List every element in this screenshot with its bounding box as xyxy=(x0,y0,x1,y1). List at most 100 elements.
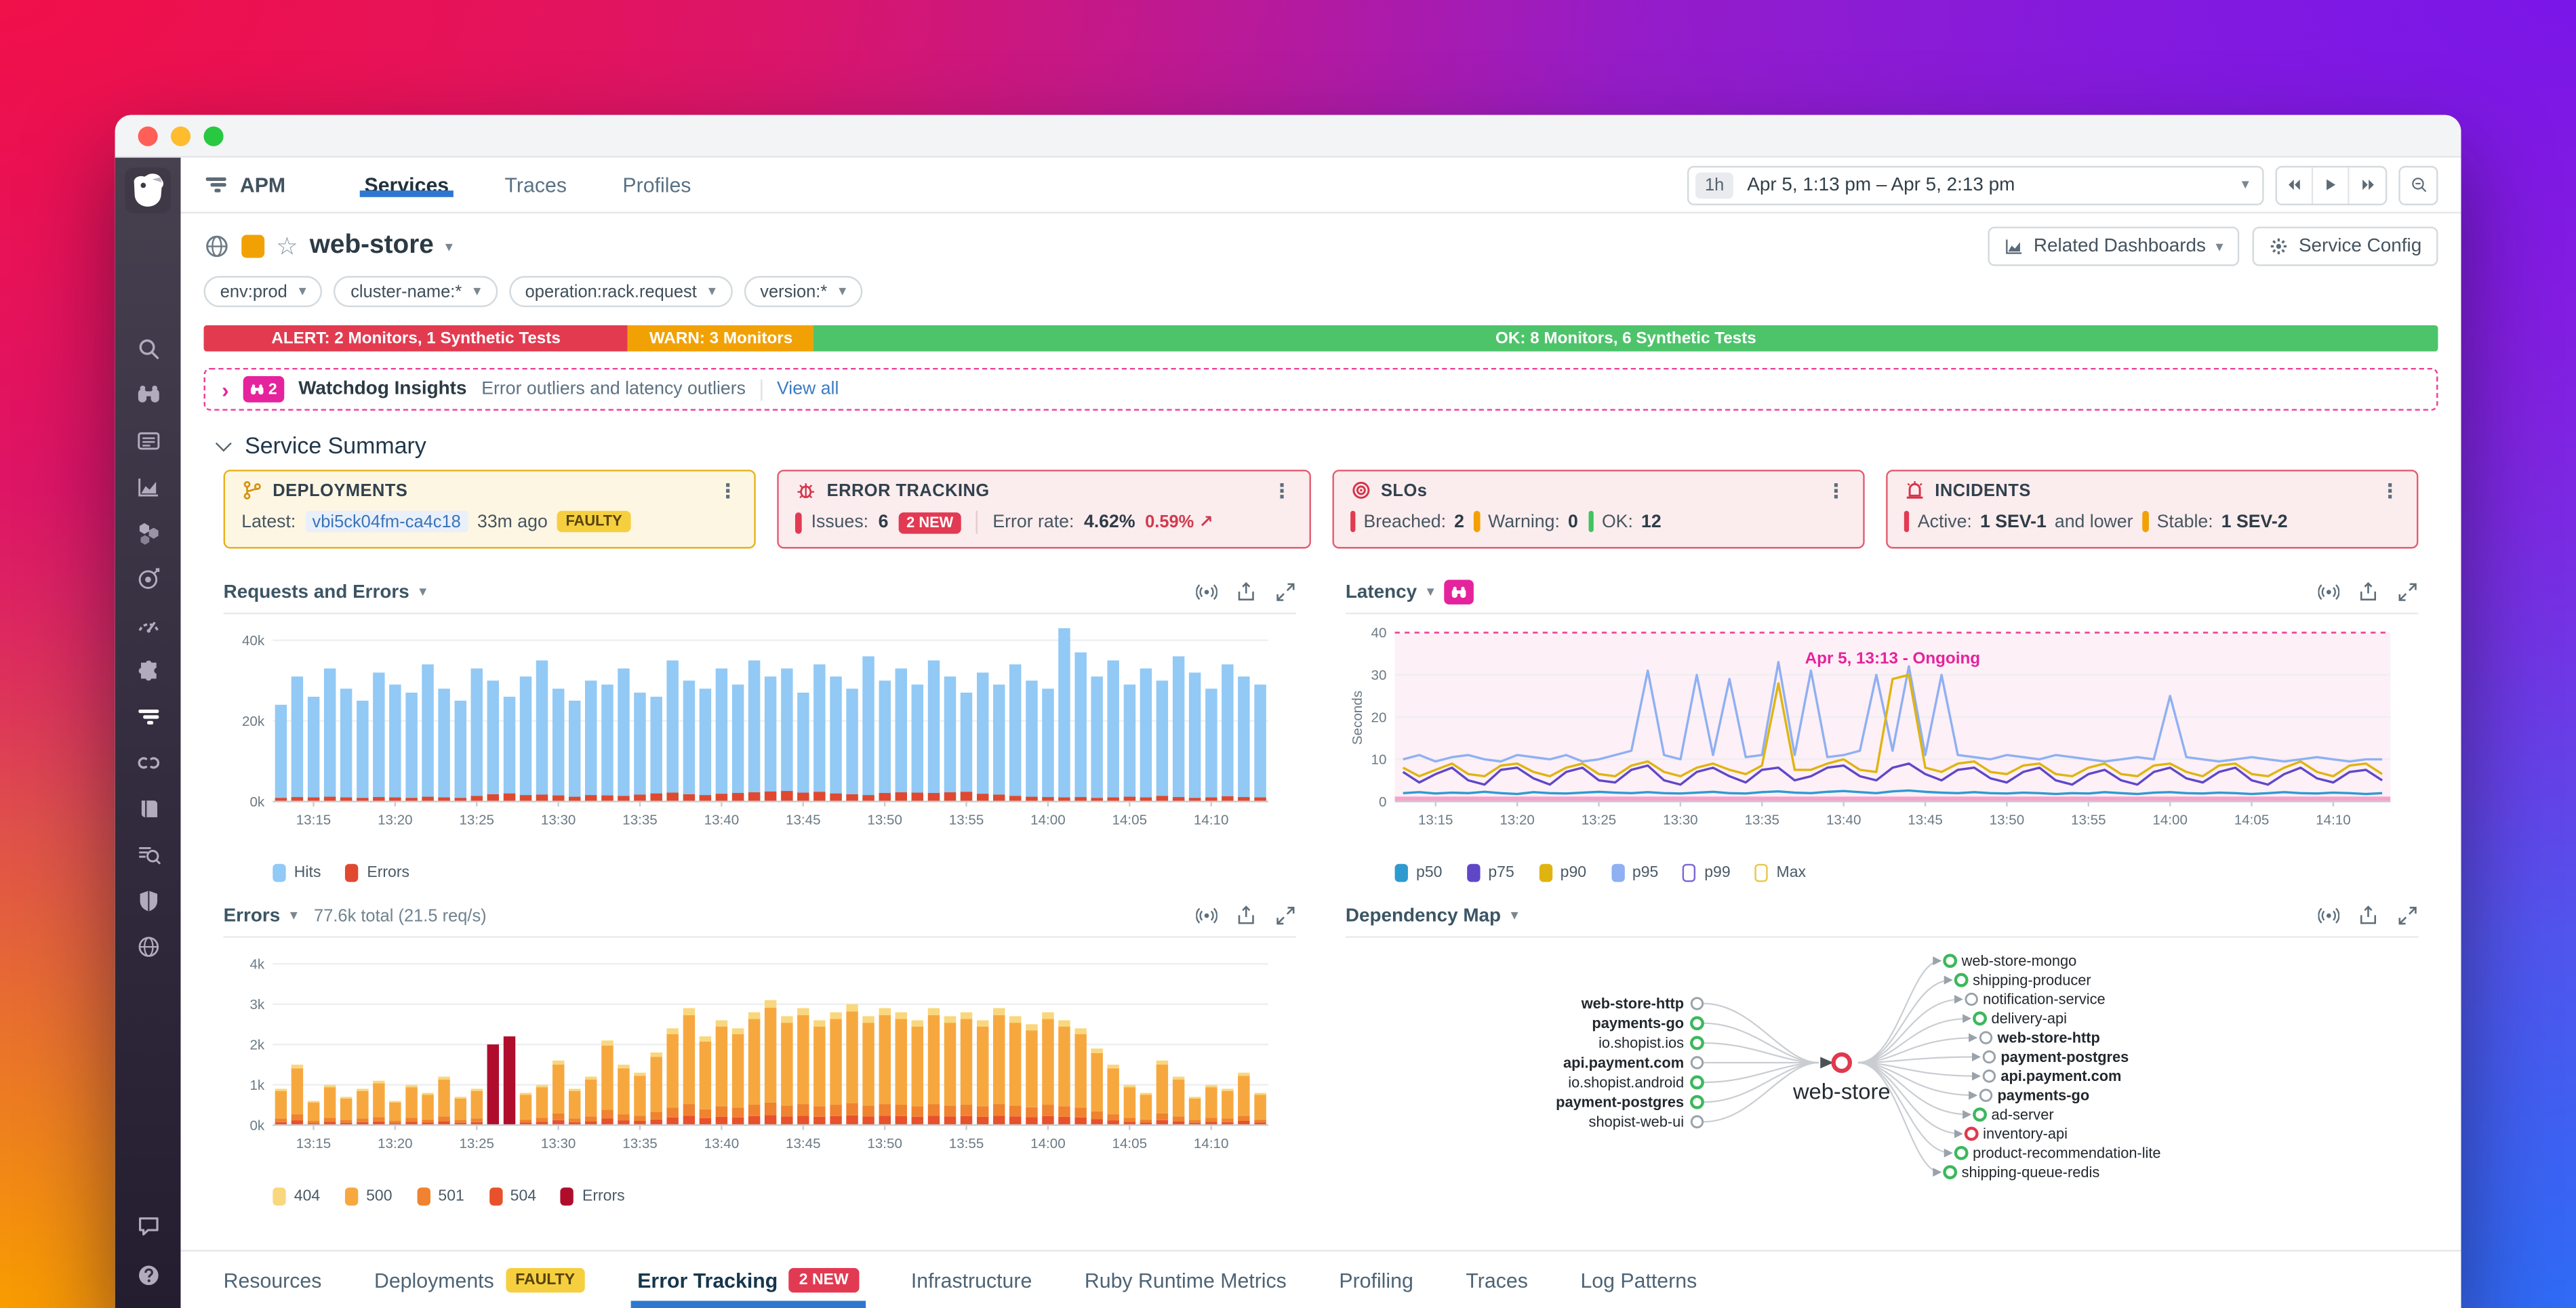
kebab-menu-icon[interactable]: ⋮ xyxy=(1272,478,1293,502)
chart-title[interactable]: Requests and Errors xyxy=(223,582,409,602)
view-all-link[interactable]: View all xyxy=(777,379,839,399)
sidebar-item-apm[interactable] xyxy=(128,703,167,731)
map-node-shipping-queue-redis[interactable] xyxy=(1943,1165,1958,1180)
export-icon[interactable] xyxy=(1235,581,1257,603)
errors-chart[interactable]: 0k 1k 2k 3k 4k 13:15 13:20 13:25 13:30 13:35 13:40… xyxy=(224,938,1275,1178)
sidebar-item-events[interactable] xyxy=(128,427,167,455)
filter-pill-cluster-name[interactable]: cluster-name:* ▾ xyxy=(334,276,498,308)
zoom-window-button[interactable] xyxy=(203,125,224,146)
service-switcher-caret-icon[interactable]: ▾ xyxy=(445,237,453,254)
datadog-logo[interactable] xyxy=(125,167,172,214)
map-node-label[interactable]: web-store-http xyxy=(1996,1029,2099,1046)
bottom-tab-traces[interactable]: Traces xyxy=(1440,1252,1554,1308)
bottom-tab-profiling[interactable]: Profiling xyxy=(1313,1252,1440,1308)
legend-item-404[interactable]: 404 xyxy=(273,1187,320,1206)
map-node-shopist-web-ui[interactable] xyxy=(1690,1115,1704,1128)
sidebar-item-security[interactable] xyxy=(128,887,167,915)
collapse-chevron-icon[interactable] xyxy=(215,434,232,451)
legend-item-hits[interactable]: Hits xyxy=(273,863,321,882)
map-node-ad-server[interactable] xyxy=(1973,1107,1987,1122)
create-monitor-icon[interactable] xyxy=(2318,581,2340,603)
sidebar-item-search[interactable] xyxy=(128,335,167,363)
time-play-button[interactable] xyxy=(2313,166,2350,203)
kebab-menu-icon[interactable]: ⋮ xyxy=(2380,478,2400,502)
legend-item-500[interactable]: 500 xyxy=(344,1187,393,1206)
sidebar-item-integrations[interactable] xyxy=(128,657,167,684)
sidebar-item-help[interactable] xyxy=(128,1261,167,1289)
chevron-down-icon[interactable]: ▾ xyxy=(1510,906,1518,924)
sidebar-item-monitors[interactable] xyxy=(128,565,167,593)
bottom-tab-error-tracking[interactable]: Error Tracking 2 NEW xyxy=(611,1252,885,1308)
latency-chart[interactable]: 0 10 20 30 40 Apr 5, 13:13 - Ongoing 13:15 13:2… xyxy=(1346,614,2397,854)
warn-segment[interactable]: WARN: 3 Monitors xyxy=(628,325,814,352)
legend-item-errors[interactable]: Errors xyxy=(345,863,409,882)
chevron-down-icon[interactable]: ▾ xyxy=(1426,583,1434,600)
map-node-web-store-http[interactable] xyxy=(1979,1031,1993,1044)
time-back-button[interactable] xyxy=(2276,166,2314,203)
chart-title[interactable]: Errors xyxy=(223,905,281,926)
incidents-card[interactable]: INCIDENTS ⋮ Active: 1 SEV-1 and lower Stab… xyxy=(1885,470,2419,549)
sidebar-item-infrastructure[interactable] xyxy=(128,519,167,547)
close-window-button[interactable] xyxy=(138,125,158,146)
legend-item-501[interactable]: 501 xyxy=(416,1187,464,1206)
map-node-label[interactable]: delivery-api xyxy=(1992,1010,2067,1027)
map-node-shipping-producer[interactable] xyxy=(1954,973,1969,987)
map-node-label[interactable]: web-store-http xyxy=(1581,995,1684,1012)
map-node-label[interactable]: api.payment.com xyxy=(1563,1054,1684,1071)
map-node-label[interactable]: api.payment.com xyxy=(2000,1067,2121,1084)
requests-errors-chart[interactable]: 0k 20k 40k 13:15 13:20 13:25 13:30 13:35 13:40 13… xyxy=(224,614,1275,854)
map-node-notification-service[interactable] xyxy=(1965,992,1978,1006)
map-node-payments-go[interactable] xyxy=(1979,1088,1993,1102)
filter-pill-operation[interactable]: operation:rack.request ▾ xyxy=(508,276,733,308)
time-zoom-out-button[interactable] xyxy=(2398,165,2438,205)
sidebar-item-watchdog[interactable] xyxy=(128,381,167,409)
bottom-tab-resources[interactable]: Resources xyxy=(197,1252,348,1308)
map-node-label[interactable]: inventory-api xyxy=(1983,1125,2068,1142)
map-node-label[interactable]: payments-go xyxy=(1592,1015,1684,1031)
alert-segment[interactable]: ALERT: 2 Monitors, 1 Synthetic Tests xyxy=(203,325,628,352)
fullscreen-icon[interactable] xyxy=(1275,905,1297,926)
map-node-label[interactable]: io.shopist.android xyxy=(1568,1074,1684,1090)
create-monitor-icon[interactable] xyxy=(1196,581,1217,603)
expand-chevron-icon[interactable]: › xyxy=(222,377,229,402)
map-node-label[interactable]: shipping-producer xyxy=(1973,971,2091,988)
fullscreen-icon[interactable] xyxy=(2397,905,2419,926)
filter-pill-env[interactable]: env:prod ▾ xyxy=(203,276,323,308)
export-icon[interactable] xyxy=(1235,905,1257,926)
chart-title[interactable]: Dependency Map xyxy=(1345,905,1502,926)
ok-segment[interactable]: OK: 8 Monitors, 6 Synthetic Tests xyxy=(813,325,2438,352)
slos-card[interactable]: SLOs ⋮ Breached: 2 Warning: 0 OK: 12 xyxy=(1331,470,1865,549)
map-node-label[interactable]: payments-go xyxy=(1997,1087,2089,1104)
tab-profiles[interactable]: Profiles xyxy=(622,173,691,197)
export-icon[interactable] xyxy=(2358,581,2379,603)
legend-item-p99[interactable]: p99 xyxy=(1683,863,1731,882)
favorite-star-icon[interactable]: ☆ xyxy=(276,232,298,261)
sidebar-item-synthetics[interactable] xyxy=(128,611,167,639)
map-node-api.payment.com[interactable] xyxy=(1690,1056,1704,1069)
sidebar-item-chat[interactable] xyxy=(128,1212,167,1240)
map-node-web-store-mongo[interactable] xyxy=(1943,954,1958,968)
legend-item-p75[interactable]: p75 xyxy=(1466,863,1514,882)
error-tracking-card[interactable]: ERROR TRACKING ⋮ Issues: 6 2 NEW Error r… xyxy=(777,470,1310,549)
sidebar-item-notebooks[interactable] xyxy=(128,795,167,823)
create-monitor-icon[interactable] xyxy=(2318,905,2340,926)
map-node-label[interactable]: product-recommendation-lite xyxy=(1973,1145,2160,1162)
time-forward-button[interactable] xyxy=(2349,166,2386,203)
deployment-version-link[interactable]: vbi5ck04fm-ca4c18 xyxy=(305,510,468,533)
map-node-payment-postgres[interactable] xyxy=(1690,1095,1704,1109)
bottom-tab-infrastructure[interactable]: Infrastructure xyxy=(885,1252,1058,1308)
map-node-io.shopist.ios[interactable] xyxy=(1690,1036,1704,1050)
map-node-label[interactable]: payment-postgres xyxy=(1556,1093,1684,1110)
legend-item-errors[interactable]: Errors xyxy=(561,1187,625,1206)
related-dashboards-button[interactable]: Related Dashboards ▾ xyxy=(1988,226,2240,266)
map-node-io.shopist.android[interactable] xyxy=(1690,1075,1704,1090)
time-range-selector[interactable]: 1h Apr 5, 1:13 pm – Apr 5, 2:13 pm ▾ xyxy=(1687,165,2264,205)
map-node-delivery-api[interactable] xyxy=(1973,1011,1987,1026)
filter-pill-version[interactable]: version:* ▾ xyxy=(744,276,863,308)
fullscreen-icon[interactable] xyxy=(2397,581,2419,603)
export-icon[interactable] xyxy=(2358,905,2379,926)
map-node-label[interactable]: ad-server xyxy=(1992,1106,2054,1123)
watchdog-badge[interactable]: 2 xyxy=(243,375,284,403)
sidebar-item-metrics[interactable] xyxy=(128,473,167,501)
chart-title[interactable]: Latency xyxy=(1345,582,1417,602)
